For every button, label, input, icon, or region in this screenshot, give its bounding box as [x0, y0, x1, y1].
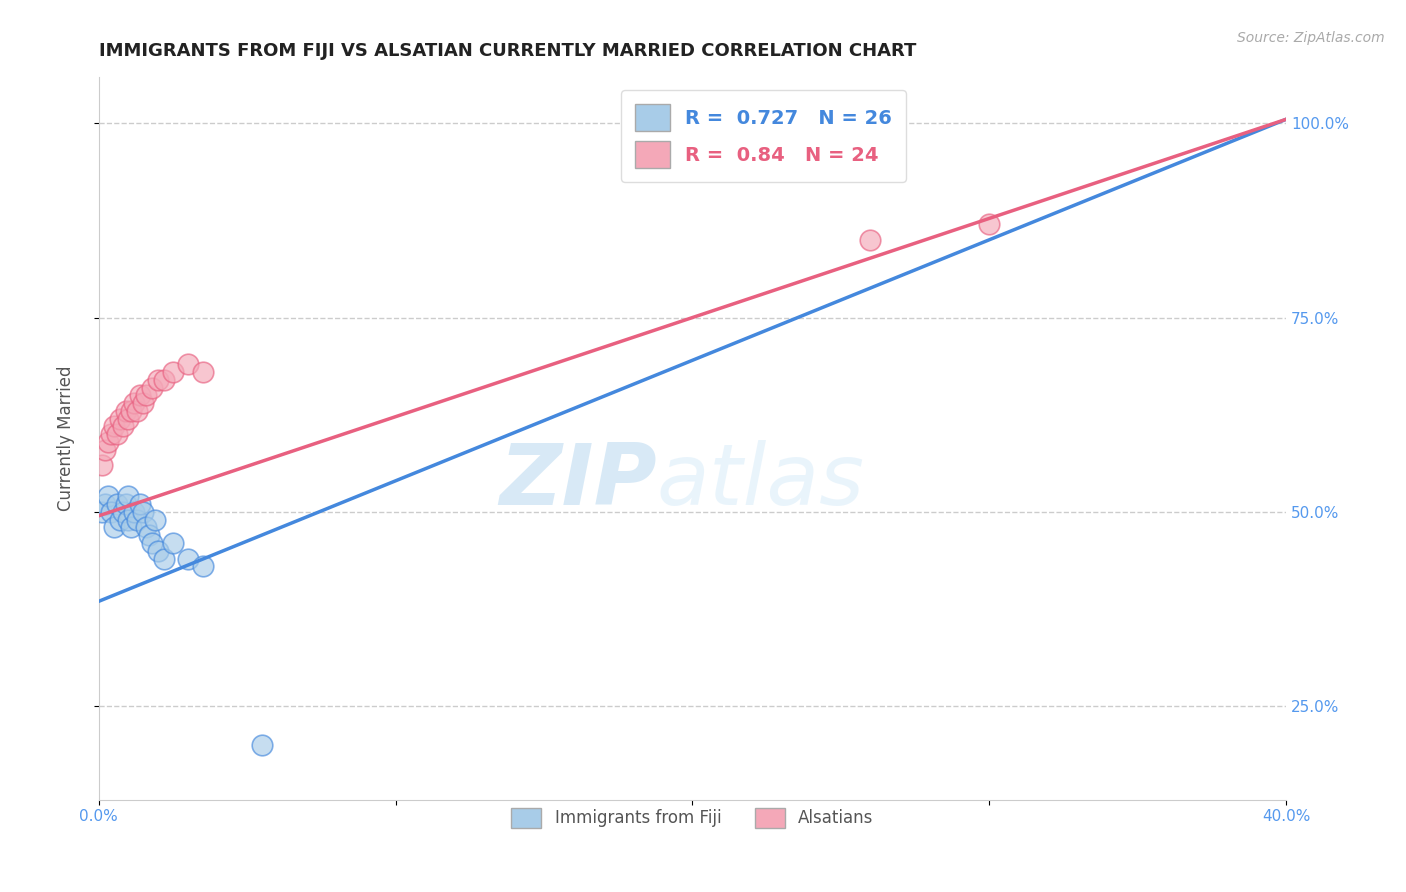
Point	[103, 419, 125, 434]
Text: ZIP: ZIP	[499, 440, 657, 523]
Point	[177, 551, 200, 566]
Point	[135, 388, 157, 402]
Point	[111, 505, 134, 519]
Point	[111, 419, 134, 434]
Point	[859, 233, 882, 247]
Point	[162, 365, 184, 379]
Point	[191, 365, 214, 379]
Text: IMMIGRANTS FROM FIJI VS ALSATIAN CURRENTLY MARRIED CORRELATION CHART: IMMIGRANTS FROM FIJI VS ALSATIAN CURRENT…	[98, 42, 917, 60]
Point	[93, 442, 115, 457]
Point	[153, 551, 176, 566]
Point	[124, 396, 146, 410]
Point	[250, 738, 273, 752]
Point	[108, 411, 131, 425]
Point	[105, 427, 128, 442]
Point	[103, 520, 125, 534]
Point	[141, 536, 163, 550]
Point	[97, 489, 120, 503]
Point	[100, 427, 122, 442]
Point	[93, 497, 115, 511]
Point	[191, 559, 214, 574]
Legend: Immigrants from Fiji, Alsatians: Immigrants from Fiji, Alsatians	[505, 801, 880, 835]
Point	[162, 536, 184, 550]
Y-axis label: Currently Married: Currently Married	[58, 366, 75, 511]
Point	[90, 458, 112, 473]
Point	[105, 497, 128, 511]
Point	[117, 489, 139, 503]
Point	[129, 497, 152, 511]
Point	[120, 520, 142, 534]
Point	[117, 513, 139, 527]
Point	[135, 520, 157, 534]
Point	[114, 497, 136, 511]
Point	[146, 373, 169, 387]
Text: Source: ZipAtlas.com: Source: ZipAtlas.com	[1237, 31, 1385, 45]
Point	[132, 396, 155, 410]
Point	[146, 543, 169, 558]
Point	[141, 380, 163, 394]
Point	[90, 505, 112, 519]
Point	[132, 505, 155, 519]
Text: atlas: atlas	[657, 440, 865, 523]
Point	[97, 434, 120, 449]
Point	[127, 404, 149, 418]
Point	[100, 505, 122, 519]
Point	[108, 513, 131, 527]
Point	[177, 357, 200, 371]
Point	[117, 411, 139, 425]
Point	[979, 217, 1001, 231]
Point	[138, 528, 160, 542]
Point	[114, 404, 136, 418]
Point	[153, 373, 176, 387]
Point	[124, 505, 146, 519]
Point	[120, 404, 142, 418]
Point	[129, 388, 152, 402]
Point	[127, 513, 149, 527]
Point	[143, 513, 166, 527]
